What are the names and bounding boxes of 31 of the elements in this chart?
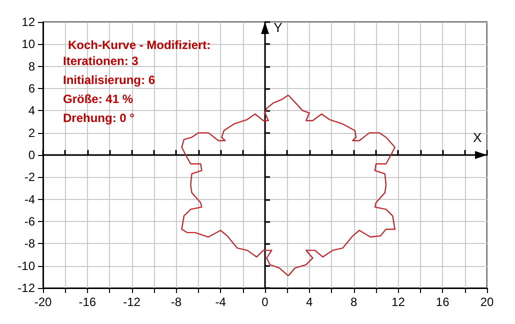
x-tick-label: -4 bbox=[215, 295, 226, 309]
y-tick-label: -6 bbox=[24, 214, 36, 228]
annotation: Größe: 41 % bbox=[63, 92, 134, 106]
x-tick-label: 0 bbox=[262, 295, 269, 309]
x-tick-label: -20 bbox=[34, 295, 52, 309]
annotation: Drehung: 0 ° bbox=[63, 111, 135, 125]
y-tick-label: 10 bbox=[22, 37, 36, 52]
y-tick-label: -12 bbox=[18, 281, 36, 295]
annotation: Initialisierung: 6 bbox=[63, 73, 156, 87]
x-tick-label: 20 bbox=[480, 295, 494, 309]
y-tick-label: 2 bbox=[28, 126, 36, 140]
annotation: Iterationen: 3 bbox=[63, 54, 139, 68]
y-tick-label: 8 bbox=[28, 59, 36, 74]
y-tick-label: 12 bbox=[22, 15, 36, 29]
y-tick-label: -10 bbox=[18, 258, 36, 273]
x-tick-label: -12 bbox=[123, 295, 141, 309]
x-tick-label: 12 bbox=[392, 295, 406, 309]
y-tick-label: -8 bbox=[24, 236, 36, 251]
y-tick-label: 0 bbox=[28, 148, 36, 162]
x-axis-title: X bbox=[473, 130, 482, 145]
y-axis-title: Y bbox=[274, 20, 283, 35]
x-tick-label: 16 bbox=[436, 295, 450, 309]
x-tick-label: 8 bbox=[350, 295, 358, 309]
y-tick-label: -2 bbox=[24, 170, 36, 184]
y-tick-label: 6 bbox=[28, 82, 36, 96]
x-tick-label: -16 bbox=[78, 295, 96, 309]
y-tick-label: 4 bbox=[28, 104, 36, 118]
x-tick-label: -8 bbox=[170, 295, 182, 309]
text: Koch-Kurve - Modifiziert: bbox=[68, 38, 211, 52]
y-tick-label: -4 bbox=[24, 192, 36, 206]
x-tick-label: 4 bbox=[306, 295, 314, 309]
